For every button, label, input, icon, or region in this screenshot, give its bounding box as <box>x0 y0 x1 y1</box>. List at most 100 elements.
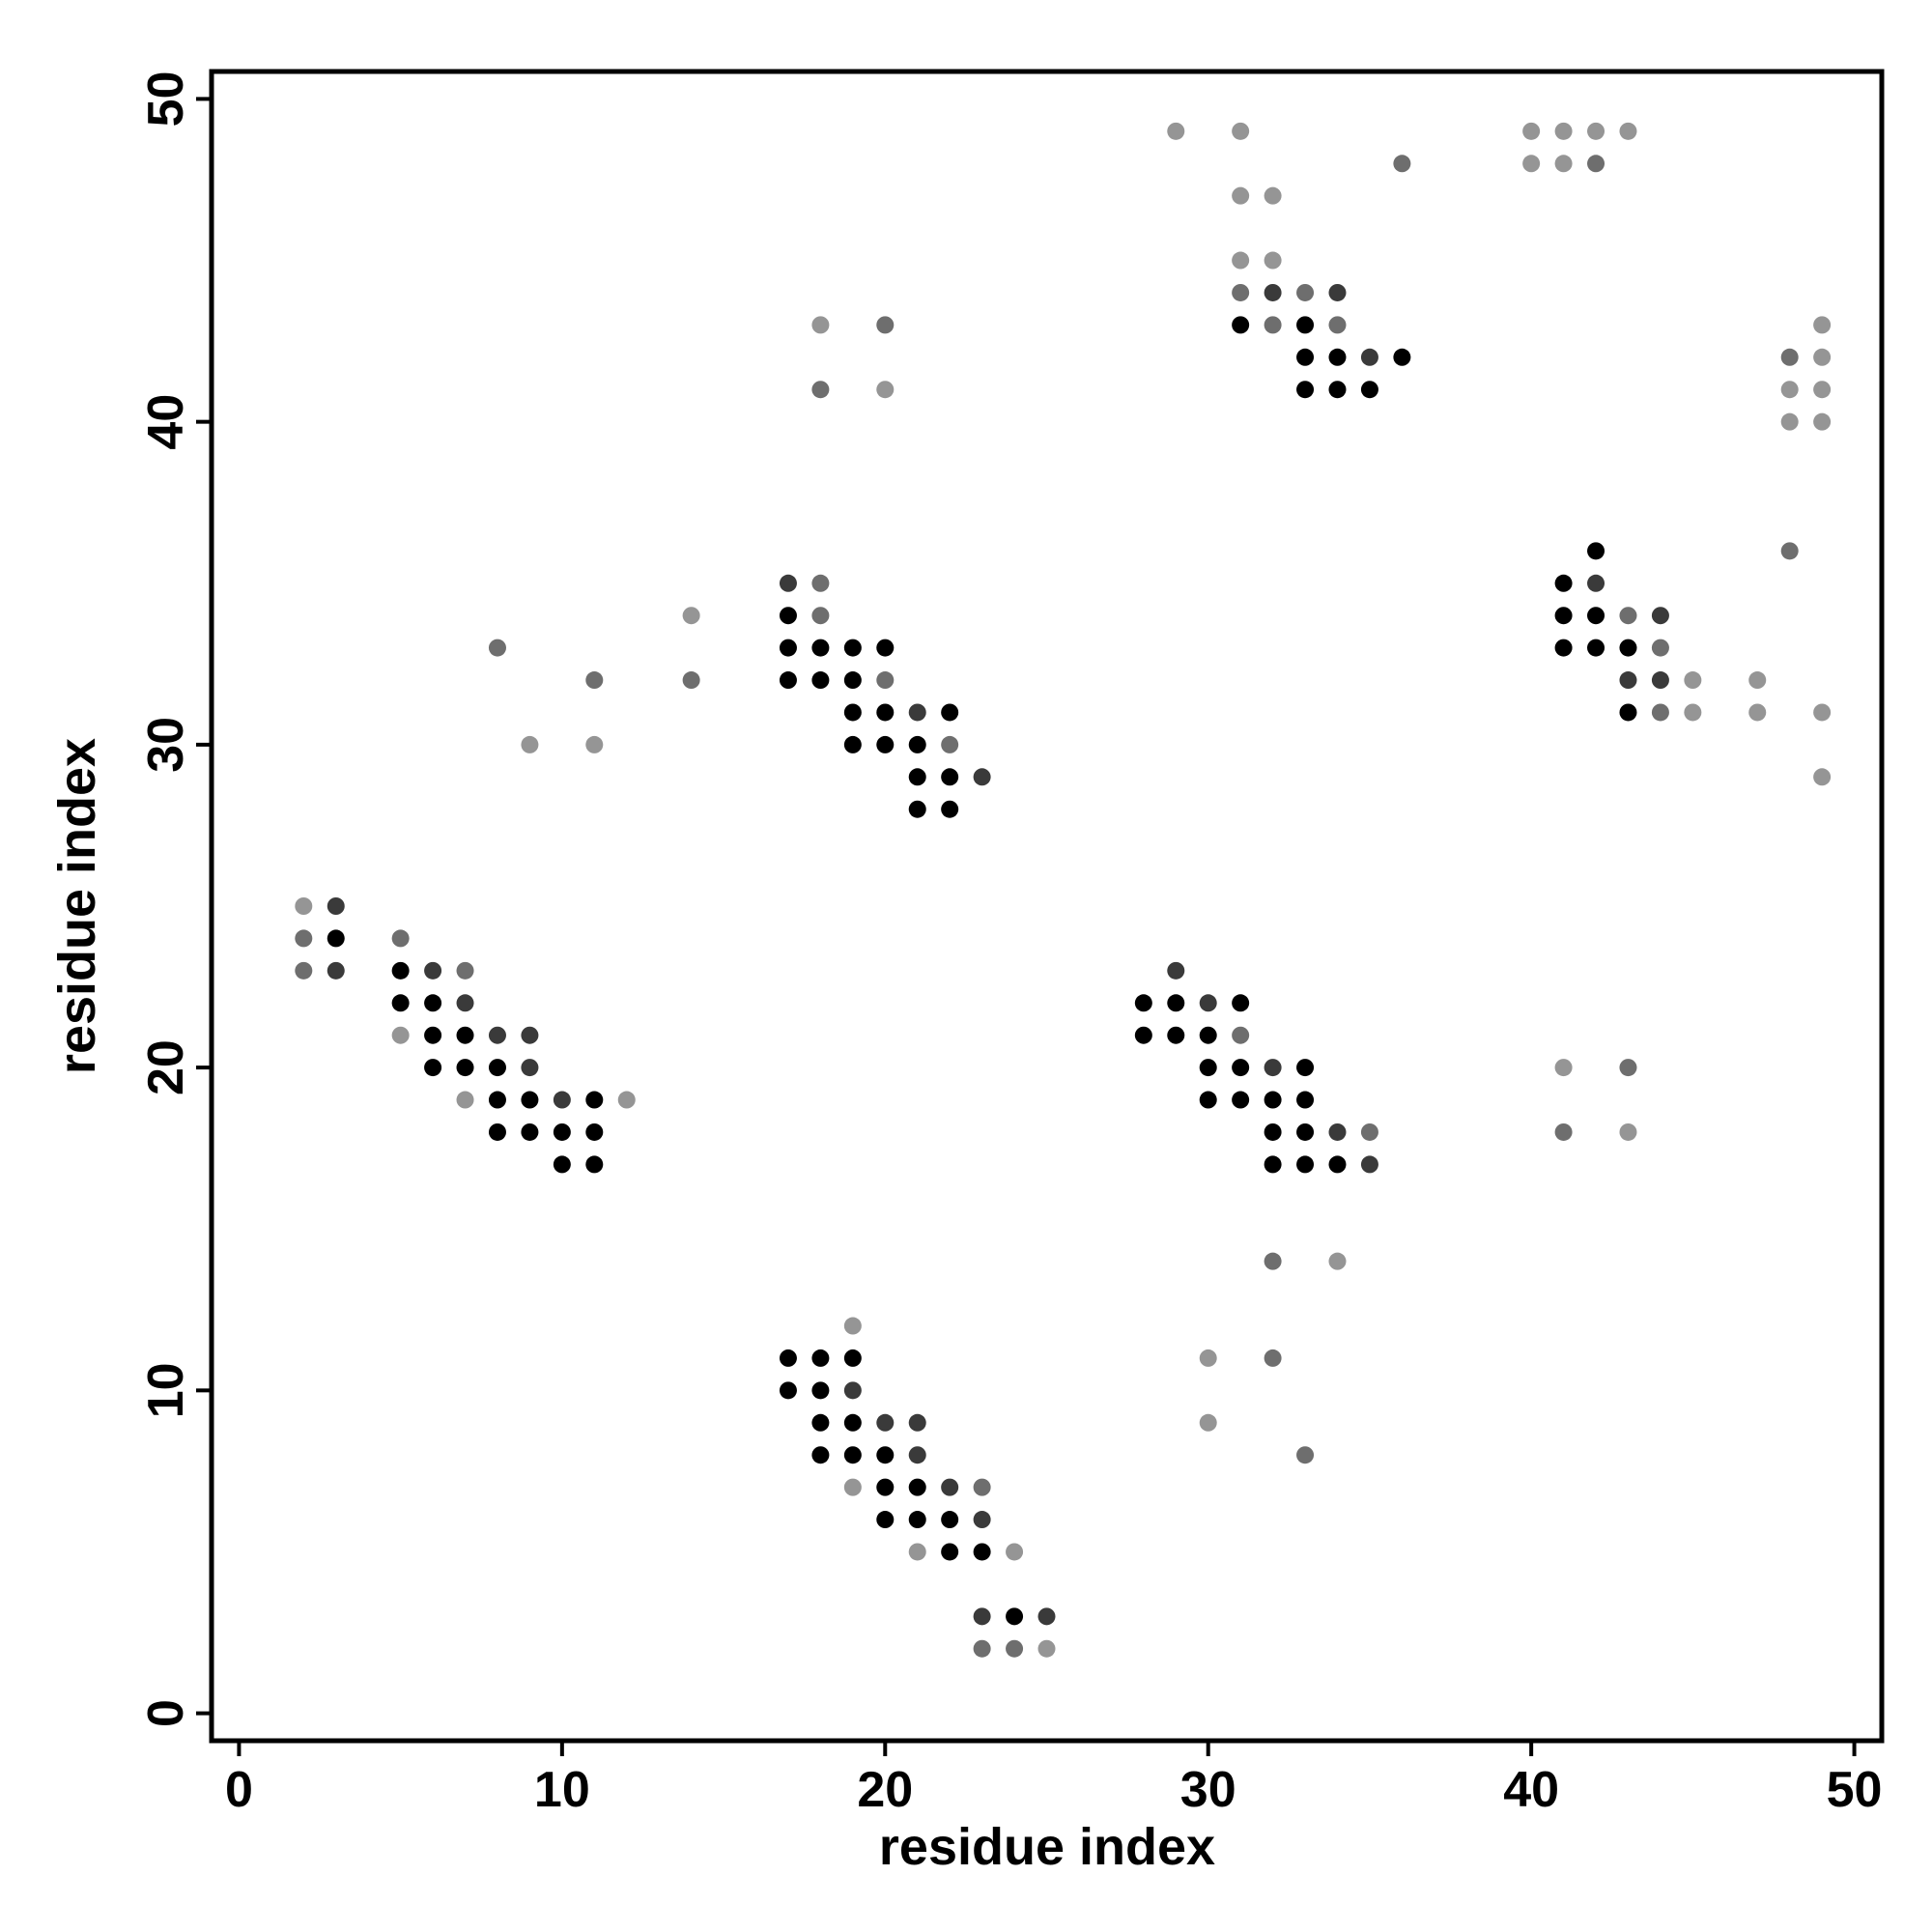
contact-point <box>424 1026 442 1044</box>
contact-point <box>1619 122 1637 140</box>
contact-point <box>1748 703 1767 722</box>
contact-point <box>1232 994 1250 1012</box>
contact-point <box>585 671 604 690</box>
contact-point <box>1780 542 1799 560</box>
contact-point <box>1134 1026 1152 1044</box>
contact-point <box>553 1122 571 1141</box>
contact-point <box>941 735 959 753</box>
contact-point <box>1587 607 1605 625</box>
contact-point <box>1199 1059 1217 1077</box>
contact-point <box>1619 607 1637 625</box>
contact-point <box>843 639 862 657</box>
contact-point <box>908 1543 926 1561</box>
contact-point <box>1296 283 1315 301</box>
contact-point <box>779 607 797 625</box>
contact-point <box>521 1026 539 1044</box>
contact-point <box>1199 994 1217 1012</box>
contact-point <box>1328 1122 1347 1141</box>
contact-point <box>1232 1059 1250 1077</box>
contact-point <box>811 381 830 399</box>
contact-point <box>1684 671 1702 690</box>
contact-point <box>843 671 862 690</box>
contact-point <box>1199 1413 1217 1432</box>
contact-point <box>1232 283 1250 301</box>
contact-point <box>811 639 830 657</box>
contact-point <box>1328 1252 1347 1270</box>
contact-point <box>779 574 797 592</box>
contact-point <box>553 1091 571 1109</box>
contact-point <box>908 703 926 722</box>
contact-point <box>391 1026 410 1044</box>
contact-point <box>1651 703 1669 722</box>
contact-point <box>1651 671 1669 690</box>
contact-point <box>1232 316 1250 334</box>
contact-point <box>456 961 474 980</box>
contact-point <box>908 1446 926 1464</box>
contact-point <box>908 1478 926 1496</box>
contact-point <box>391 961 410 980</box>
contact-point <box>1296 1446 1315 1464</box>
contact-point <box>456 1026 474 1044</box>
contact-point <box>973 1511 991 1529</box>
contact-point <box>488 1026 506 1044</box>
contact-point <box>1232 1026 1250 1044</box>
contact-point <box>1587 122 1605 140</box>
contact-point <box>617 1091 636 1109</box>
contact-point <box>553 1155 571 1174</box>
contact-point <box>424 1059 442 1077</box>
contact-point <box>843 703 862 722</box>
contact-point <box>941 800 959 818</box>
contact-point <box>1360 1122 1378 1141</box>
x-axis-label: residue index <box>879 1818 1215 1876</box>
contact-point <box>843 735 862 753</box>
contact-point <box>1813 703 1832 722</box>
contact-point <box>1393 348 1411 366</box>
y-tick-label: 20 <box>138 1039 194 1095</box>
contact-point <box>488 1059 506 1077</box>
contact-point <box>876 735 895 753</box>
contact-point <box>1264 283 1282 301</box>
contact-point <box>682 671 700 690</box>
contact-point <box>1232 122 1250 140</box>
contact-point <box>1360 381 1378 399</box>
contact-point <box>1296 1122 1315 1141</box>
contact-point <box>1522 122 1541 140</box>
contact-point <box>1587 542 1605 560</box>
contact-point <box>941 1543 959 1561</box>
contact-point <box>585 1091 604 1109</box>
contact-point <box>1554 607 1573 625</box>
contact-point <box>1167 122 1185 140</box>
contact-point <box>521 1122 539 1141</box>
contact-point <box>908 1511 926 1529</box>
contact-point <box>1619 1122 1637 1141</box>
y-tick-label: 0 <box>138 1699 194 1727</box>
contact-point <box>1296 381 1315 399</box>
contact-point <box>876 703 895 722</box>
contact-point <box>1264 251 1282 270</box>
contact-point <box>488 1091 506 1109</box>
contact-point <box>1296 1155 1315 1174</box>
contact-point <box>1393 155 1411 173</box>
contact-point <box>1554 122 1573 140</box>
contact-point <box>1006 1607 1024 1626</box>
contact-point <box>811 1413 830 1432</box>
contact-point <box>876 381 895 399</box>
contact-point <box>1006 1639 1024 1658</box>
contact-point <box>973 768 991 786</box>
x-tick-label: 0 <box>225 1762 253 1818</box>
contact-point <box>295 929 313 948</box>
contact-point <box>1232 251 1250 270</box>
y-tick-label: 40 <box>138 394 194 450</box>
contact-point <box>1264 316 1282 334</box>
contact-point <box>1199 1026 1217 1044</box>
contact-point <box>1780 381 1799 399</box>
contact-point <box>1619 671 1637 690</box>
contact-point <box>1264 1252 1282 1270</box>
contact-point <box>327 897 345 915</box>
contact-point <box>1522 155 1541 173</box>
contact-point <box>1296 316 1315 334</box>
contact-point <box>1296 1059 1315 1077</box>
contact-point <box>1780 348 1799 366</box>
contact-point <box>908 800 926 818</box>
